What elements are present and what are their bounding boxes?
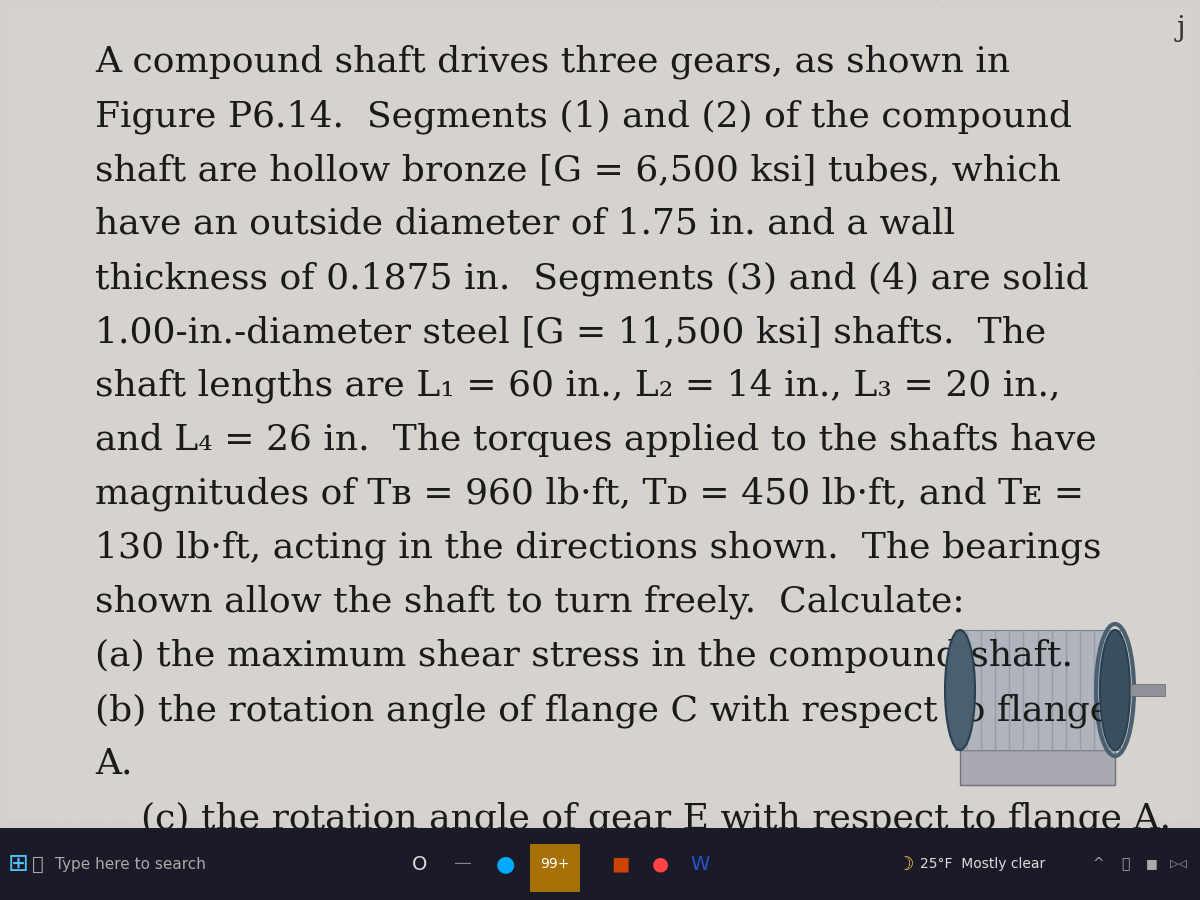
Text: ⊞: ⊞	[7, 852, 29, 876]
Text: and L₄ = 26 in.  The torques applied to the shafts have: and L₄ = 26 in. The torques applied to t…	[95, 423, 1097, 457]
Text: shaft lengths are L₁ = 60 in., L₂ = 14 in., L₃ = 20 in.,: shaft lengths are L₁ = 60 in., L₂ = 14 i…	[95, 369, 1061, 403]
Text: ⌕: ⌕	[32, 854, 44, 874]
Bar	[530, 844, 580, 892]
Text: magnitudes of Tʙ = 960 lb·ft, Tᴅ = 450 lb·ft, and Tᴇ =: magnitudes of Tʙ = 960 lb·ft, Tᴅ = 450 l…	[95, 477, 1084, 511]
Text: ──: ──	[454, 857, 470, 871]
Text: 1.00-in.-diameter steel [G = 11,500 ksi] shafts.  The: 1.00-in.-diameter steel [G = 11,500 ksi]…	[95, 315, 1046, 349]
Bar	[960, 750, 1115, 785]
Text: ▷◁: ▷◁	[1170, 859, 1187, 869]
Text: shown allow the shaft to turn freely.  Calculate:: shown allow the shaft to turn freely. Ca…	[95, 585, 965, 619]
Text: ^: ^	[1092, 857, 1104, 871]
Bar	[955, 630, 1120, 750]
Text: thickness of 0.1875 in.  Segments (3) and (4) are solid: thickness of 0.1875 in. Segments (3) and…	[95, 261, 1088, 295]
Text: ■: ■	[611, 854, 629, 874]
Text: (c) the rotation angle of gear E with respect to flange A.: (c) the rotation angle of gear E with re…	[95, 801, 1171, 835]
Text: 130 lb·ft, acting in the directions shown.  The bearings: 130 lb·ft, acting in the directions show…	[95, 531, 1102, 565]
Text: W: W	[690, 854, 709, 874]
Text: have an outside diameter of 1.75 in. and a wall: have an outside diameter of 1.75 in. and…	[95, 207, 955, 241]
Ellipse shape	[946, 630, 974, 750]
Ellipse shape	[1100, 630, 1130, 750]
Text: 99+: 99+	[540, 857, 570, 871]
Text: ᚶ: ᚶ	[1121, 857, 1129, 871]
Text: (b) the rotation angle of flange C with respect to flange: (b) the rotation angle of flange C with …	[95, 693, 1111, 727]
Text: Figure P6.14.  Segments (1) and (2) of the compound: Figure P6.14. Segments (1) and (2) of th…	[95, 99, 1072, 133]
Text: A compound shaft drives three gears, as shown in: A compound shaft drives three gears, as …	[95, 45, 1010, 79]
Text: ■: ■	[1146, 858, 1158, 870]
Text: O: O	[413, 854, 427, 874]
Text: 25°F  Mostly clear: 25°F Mostly clear	[920, 857, 1045, 871]
Bar	[0, 828, 1200, 900]
Text: ●: ●	[652, 854, 668, 874]
Text: ●: ●	[496, 854, 515, 874]
Text: ☽: ☽	[896, 854, 913, 874]
Text: shaft are hollow bronze [G = 6,500 ksi] tubes, which: shaft are hollow bronze [G = 6,500 ksi] …	[95, 153, 1061, 187]
Text: (a) the maximum shear stress in the compound shaft.: (a) the maximum shear stress in the comp…	[95, 639, 1073, 673]
Text: A.: A.	[95, 747, 132, 781]
Text: Type here to search: Type here to search	[55, 857, 206, 871]
Text: j: j	[1176, 15, 1186, 42]
Bar	[1130, 684, 1165, 696]
